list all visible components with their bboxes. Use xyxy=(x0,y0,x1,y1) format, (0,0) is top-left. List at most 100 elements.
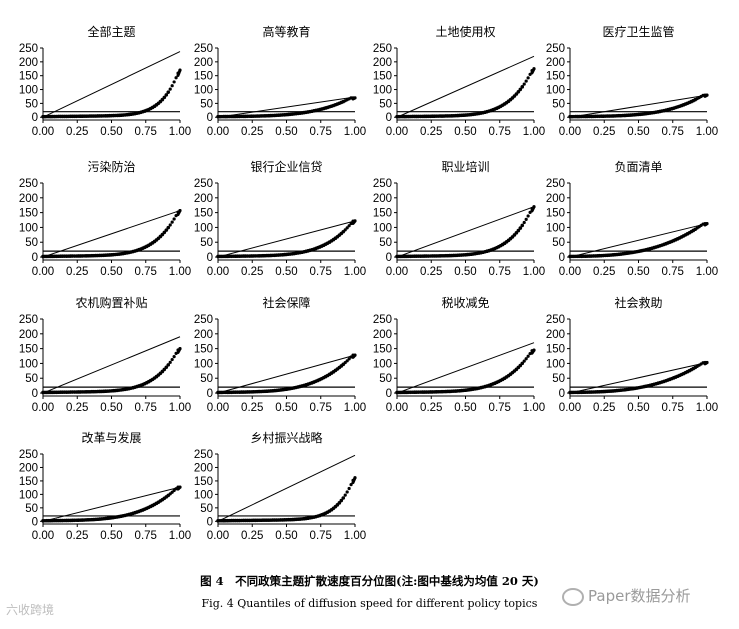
y-tick-label: 100 xyxy=(546,85,565,97)
y-tick-label: 50 xyxy=(379,237,392,249)
quantile-point xyxy=(349,483,353,487)
reference-line xyxy=(42,210,181,258)
y-tick-label: 50 xyxy=(552,237,565,249)
y-tick-label: 50 xyxy=(379,373,392,385)
quantile-point xyxy=(353,219,357,223)
panel-11: 税收减免 0 50 100 150 200 250 0.00 0.25 0.50 0.75 1.00 xyxy=(373,295,545,414)
x-tick-label: 0.75 xyxy=(662,126,684,138)
x-tick-label: 1.00 xyxy=(696,266,718,278)
x-tick-label: 0.75 xyxy=(662,402,684,414)
y-tick-label: 150 xyxy=(19,476,38,488)
y-tick-label: 250 xyxy=(19,314,38,326)
x-tick-label: 0.75 xyxy=(489,126,511,138)
x-tick-label: 0.25 xyxy=(241,266,263,278)
y-tick-label: 50 xyxy=(25,98,38,110)
figure-caption-en: Fig. 4 Quantiles of diffusion speed for … xyxy=(201,597,538,610)
panel-title: 职业培训 xyxy=(441,159,489,174)
x-tick-label: 1.00 xyxy=(344,266,366,278)
y-tick-label: 0 xyxy=(559,112,565,124)
watermark-right-text: Paper数据分析 xyxy=(588,587,691,605)
y-tick-label: 100 xyxy=(19,222,38,234)
panel-title: 高等教育 xyxy=(262,24,310,39)
x-tick-label: 0.50 xyxy=(100,530,122,542)
quantile-point xyxy=(345,226,349,230)
quantile-point xyxy=(172,80,176,84)
y-tick-label: 50 xyxy=(25,373,38,385)
quantile-point xyxy=(526,76,530,80)
reference-line xyxy=(396,55,535,118)
y-tick-label: 200 xyxy=(194,329,213,341)
x-tick-label: 0.25 xyxy=(593,266,615,278)
reference-line xyxy=(42,51,181,118)
y-tick-label: 100 xyxy=(373,222,392,234)
x-tick-label: 1.00 xyxy=(169,126,191,138)
quantile-point xyxy=(168,223,172,227)
quantile-point xyxy=(526,214,530,218)
y-tick-label: 0 xyxy=(32,516,38,528)
x-tick-label: 0.00 xyxy=(207,530,229,542)
reference-line xyxy=(396,342,535,394)
x-tick-label: 0.25 xyxy=(241,126,263,138)
quantile-point xyxy=(518,226,523,230)
x-tick-label: 0.00 xyxy=(386,402,408,414)
y-tick-label: 150 xyxy=(546,208,565,220)
y-tick-label: 150 xyxy=(19,208,38,220)
y-tick-label: 100 xyxy=(194,358,213,370)
panel-title: 污染防治 xyxy=(87,159,135,174)
quantile-point xyxy=(522,220,526,225)
x-tick-label: 0.75 xyxy=(310,266,332,278)
x-tick-label: 0.50 xyxy=(275,126,297,138)
x-tick-label: 1.00 xyxy=(344,402,366,414)
quantile-point xyxy=(347,486,351,491)
panel-6: 银行企业信贷 0 50 100 150 200 250 0.00 0.25 0.50 0.75 1.0… xyxy=(194,159,366,278)
quantile-point xyxy=(170,357,174,362)
quantile-point xyxy=(174,76,178,80)
x-tick-label: 0.25 xyxy=(420,402,442,414)
x-tick-label: 0.25 xyxy=(593,402,615,414)
x-tick-label: 1.00 xyxy=(344,126,366,138)
panel-title: 银行企业信贷 xyxy=(250,159,322,174)
x-tick-label: 0.00 xyxy=(559,266,581,278)
x-tick-label: 0.50 xyxy=(627,126,649,138)
quantile-point xyxy=(164,228,169,232)
quantile-point xyxy=(353,96,357,100)
x-tick-label: 1.00 xyxy=(696,402,718,414)
reference-line xyxy=(569,223,708,258)
x-tick-label: 0.00 xyxy=(32,530,54,542)
quantile-point xyxy=(532,67,536,71)
quantile-point xyxy=(518,87,523,92)
x-tick-label: 0.75 xyxy=(489,266,511,278)
x-tick-label: 0.25 xyxy=(66,266,88,278)
x-tick-label: 0.25 xyxy=(420,266,442,278)
quantile-point xyxy=(520,223,525,228)
y-tick-label: 200 xyxy=(19,329,38,341)
panel-5: 污染防治 0 50 100 150 200 250 0.00 0.25 0.50 0.75 1.00 xyxy=(19,159,191,278)
quantile-point xyxy=(353,353,357,357)
quantile-point xyxy=(516,228,521,233)
y-tick-label: 100 xyxy=(194,489,213,501)
y-tick-label: 100 xyxy=(373,358,392,370)
y-tick-label: 250 xyxy=(373,178,392,190)
quantile-point xyxy=(520,85,525,89)
quantile-point xyxy=(345,490,349,494)
quantile-point xyxy=(353,476,357,480)
quantile-point xyxy=(516,90,521,94)
panel-title: 乡村振兴战略 xyxy=(250,430,322,445)
quantile-point xyxy=(520,361,525,366)
y-tick-label: 250 xyxy=(194,314,213,326)
y-tick-label: 250 xyxy=(194,43,213,55)
y-tick-label: 200 xyxy=(19,462,38,474)
x-tick-label: 0.75 xyxy=(135,266,157,278)
x-tick-label: 0.50 xyxy=(100,266,122,278)
x-tick-label: 0.25 xyxy=(420,126,442,138)
y-tick-label: 200 xyxy=(194,462,213,474)
x-tick-label: 0.00 xyxy=(386,126,408,138)
y-tick-label: 150 xyxy=(546,71,565,83)
quantile-point xyxy=(532,348,536,352)
x-tick-label: 0.00 xyxy=(386,266,408,278)
x-tick-label: 1.00 xyxy=(523,402,545,414)
y-tick-label: 0 xyxy=(32,112,38,124)
quantile-point xyxy=(178,347,182,351)
